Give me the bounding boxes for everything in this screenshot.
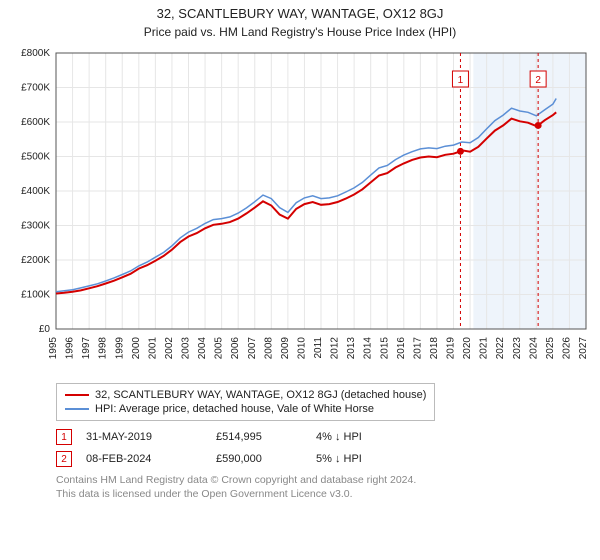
- svg-text:2009: 2009: [280, 337, 291, 360]
- svg-text:2015: 2015: [379, 337, 390, 360]
- svg-text:1998: 1998: [98, 337, 109, 360]
- svg-text:2004: 2004: [197, 337, 208, 360]
- footer-line: This data is licensed under the Open Gov…: [56, 487, 592, 501]
- sale-row: 1 31-MAY-2019 £514,995 4% ↓ HPI: [56, 429, 592, 445]
- svg-text:2025: 2025: [545, 337, 556, 360]
- legend-swatch: [65, 394, 89, 396]
- svg-text:2022: 2022: [495, 337, 506, 360]
- legend-item: 32, SCANTLEBURY WAY, WANTAGE, OX12 8GJ (…: [65, 388, 426, 402]
- svg-text:2005: 2005: [214, 337, 225, 360]
- legend-swatch: [65, 408, 89, 410]
- sale-date: 08-FEB-2024: [86, 453, 216, 465]
- svg-text:1995: 1995: [48, 337, 59, 360]
- svg-text:1999: 1999: [114, 337, 125, 360]
- svg-text:2017: 2017: [412, 337, 423, 360]
- sale-row: 2 08-FEB-2024 £590,000 5% ↓ HPI: [56, 451, 592, 467]
- svg-text:2023: 2023: [512, 337, 523, 360]
- sale-price: £590,000: [216, 453, 316, 465]
- svg-text:£400K: £400K: [21, 186, 50, 197]
- svg-text:2027: 2027: [578, 337, 589, 360]
- svg-text:2003: 2003: [181, 337, 192, 360]
- sale-badge: 1: [56, 429, 72, 445]
- svg-text:£600K: £600K: [21, 117, 50, 128]
- page-container: 32, SCANTLEBURY WAY, WANTAGE, OX12 8GJ P…: [0, 0, 600, 560]
- svg-text:2018: 2018: [429, 337, 440, 360]
- svg-text:£300K: £300K: [21, 221, 50, 232]
- svg-text:1: 1: [458, 75, 464, 86]
- footer-line: Contains HM Land Registry data © Crown c…: [56, 473, 592, 487]
- svg-text:2014: 2014: [363, 337, 374, 360]
- svg-text:£500K: £500K: [21, 152, 50, 163]
- sale-badge: 2: [56, 451, 72, 467]
- svg-text:1996: 1996: [65, 337, 76, 360]
- chart-area: £0 £100K £200K £300K £400K £500K £600K £700K £80…: [8, 47, 592, 377]
- svg-text:£200K: £200K: [21, 255, 50, 266]
- svg-text:2002: 2002: [164, 337, 175, 360]
- sale-pct: 4% ↓ HPI: [316, 431, 362, 443]
- legend-label: 32, SCANTLEBURY WAY, WANTAGE, OX12 8GJ (…: [95, 389, 426, 401]
- svg-text:£800K: £800K: [21, 48, 50, 59]
- svg-text:£0: £0: [39, 324, 51, 335]
- sale-price: £514,995: [216, 431, 316, 443]
- legend-item: HPI: Average price, detached house, Vale…: [65, 402, 426, 416]
- svg-text:2010: 2010: [296, 337, 307, 360]
- legend: 32, SCANTLEBURY WAY, WANTAGE, OX12 8GJ (…: [56, 383, 435, 421]
- chart-subtitle: Price paid vs. HM Land Registry's House …: [8, 25, 592, 39]
- svg-text:2026: 2026: [561, 337, 572, 360]
- svg-text:2019: 2019: [446, 337, 457, 360]
- svg-text:2021: 2021: [479, 337, 490, 360]
- svg-text:1997: 1997: [81, 337, 92, 360]
- sales-list: 1 31-MAY-2019 £514,995 4% ↓ HPI 2 08-FEB…: [56, 429, 592, 467]
- svg-text:2001: 2001: [147, 337, 158, 360]
- svg-text:2: 2: [535, 75, 541, 86]
- svg-text:2006: 2006: [230, 337, 241, 360]
- legend-label: HPI: Average price, detached house, Vale…: [95, 403, 374, 415]
- svg-text:2011: 2011: [313, 337, 324, 359]
- svg-text:2016: 2016: [396, 337, 407, 360]
- svg-text:2008: 2008: [263, 337, 274, 360]
- svg-text:£100K: £100K: [21, 290, 50, 301]
- svg-text:2024: 2024: [528, 337, 539, 360]
- svg-text:2012: 2012: [330, 337, 341, 360]
- svg-text:2000: 2000: [131, 337, 142, 360]
- sale-pct: 5% ↓ HPI: [316, 453, 362, 465]
- sale-date: 31-MAY-2019: [86, 431, 216, 443]
- line-chart: £0 £100K £200K £300K £400K £500K £600K £700K £80…: [8, 47, 592, 377]
- svg-text:2020: 2020: [462, 337, 473, 360]
- svg-text:£700K: £700K: [21, 83, 50, 94]
- chart-title: 32, SCANTLEBURY WAY, WANTAGE, OX12 8GJ: [8, 6, 592, 21]
- footer: Contains HM Land Registry data © Crown c…: [56, 473, 592, 501]
- svg-text:2007: 2007: [247, 337, 258, 360]
- svg-text:2013: 2013: [346, 337, 357, 360]
